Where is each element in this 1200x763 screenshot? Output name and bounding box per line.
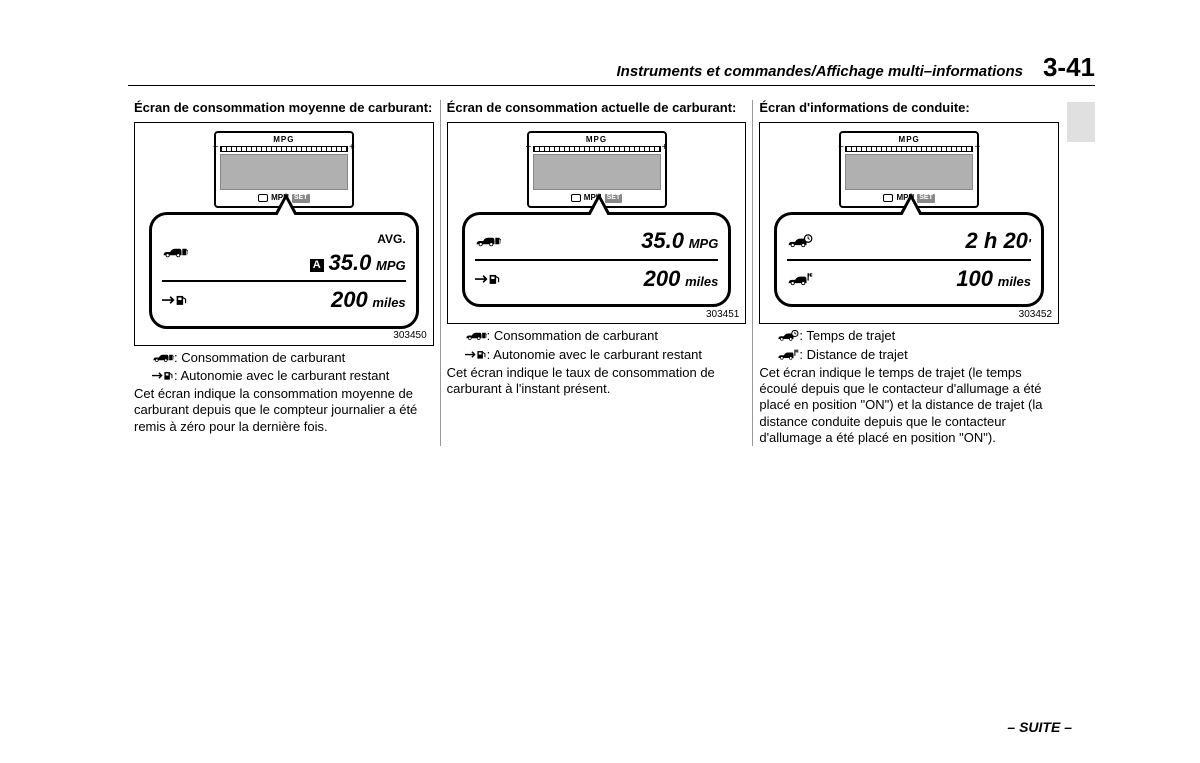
col-title: Écran de consommation moyenne de carbura… — [134, 100, 434, 116]
car-clock-icon — [787, 234, 813, 248]
readout: 2 h 20' — [819, 227, 1031, 255]
readout: AVG. A 35.0 MPG — [194, 227, 406, 276]
car-fuel-icon — [465, 330, 487, 341]
callout-row-1: 35.0 MPG — [475, 223, 719, 259]
col-title: Écran de consommation actuelle de carbur… — [447, 100, 747, 116]
page-header: Instruments et commandes/Affichage multi… — [128, 52, 1095, 86]
screen-area — [533, 154, 661, 190]
body-text: Cet écran indique le taux de consommatio… — [447, 365, 747, 398]
readout: 35.0 MPG — [507, 227, 719, 255]
page-number: 3-41 — [1043, 52, 1095, 83]
figure-id: 303450 — [393, 330, 426, 343]
legend-row: : Autonomie avec le carburant restant — [465, 347, 747, 363]
unit-label: MPG — [843, 135, 975, 145]
arrow-pump-icon — [465, 349, 487, 360]
body-text: Cet écran indique le temps de trajet (le… — [759, 365, 1059, 446]
figure-id: 303452 — [1019, 309, 1052, 322]
callout-row-1: 2 h 20' — [787, 223, 1031, 259]
legend-row: : Consommation de carburant — [465, 328, 747, 344]
readout: 200 miles — [194, 286, 406, 314]
column-trip-info: Écran d'informations de conduite: MPG MP… — [752, 100, 1065, 446]
eco-gauge-icon — [533, 146, 661, 152]
thumb-tab — [1067, 102, 1095, 142]
header-title: Instruments et commandes/Affichage multi… — [616, 63, 1022, 80]
arrow-pump-icon — [475, 272, 501, 286]
readout: 100 miles — [819, 265, 1031, 293]
screen-area — [845, 154, 973, 190]
callout-bubble: 35.0 MPG 200 miles — [462, 212, 732, 307]
callout-bubble: AVG. A 35.0 MPG 200 miles — [149, 212, 419, 328]
car-fuel-icon — [475, 234, 501, 248]
cruise-icon — [571, 194, 581, 202]
readout: 200 miles — [507, 265, 719, 293]
car-clock-icon — [777, 330, 799, 341]
car-flag-icon — [787, 272, 813, 286]
col-title: Écran d'informations de conduite: — [759, 100, 1059, 116]
figure: MPG MPH SET 2 h 20' — [759, 122, 1059, 324]
unit-label: MPG — [218, 135, 350, 145]
car-fuel-icon — [152, 352, 174, 363]
callout-row-2: 100 miles — [787, 259, 1031, 297]
unit-label: MPG — [531, 135, 663, 145]
callout-bubble: 2 h 20' 100 miles — [774, 212, 1044, 307]
arrow-pump-icon — [152, 370, 174, 381]
eco-gauge-icon — [220, 146, 348, 152]
eco-gauge-icon — [845, 146, 973, 152]
figure-id: 303451 — [706, 309, 739, 322]
legend-row: : Temps de trajet — [777, 328, 1059, 344]
callout-row-2: 200 miles — [162, 280, 406, 318]
legend-row: : Autonomie avec le carburant restant — [152, 368, 434, 384]
content-columns: Écran de consommation moyenne de carbura… — [128, 100, 1065, 446]
car-fuel-icon — [162, 245, 188, 259]
figure: MPG MPH SET AVG. A 35.0 MPG — [134, 122, 434, 345]
arrow-pump-icon — [162, 293, 188, 307]
legend-row: : Consommation de carburant — [152, 350, 434, 366]
legend-row: : Distance de trajet — [777, 347, 1059, 363]
continuation-marker: – SUITE – — [1007, 719, 1072, 735]
body-text: Cet écran indique la consommation moyenn… — [134, 386, 434, 435]
car-flag-icon — [777, 349, 799, 360]
cruise-icon — [883, 194, 893, 202]
figure: MPG MPH SET 35.0 MPG — [447, 122, 747, 324]
screen-area — [220, 154, 348, 190]
callout-row-2: 200 miles — [475, 259, 719, 297]
column-avg-fuel: Écran de consommation moyenne de carbura… — [128, 100, 440, 446]
column-current-fuel: Écran de consommation actuelle de carbur… — [440, 100, 753, 446]
cruise-icon — [258, 194, 268, 202]
callout-row-1: AVG. A 35.0 MPG — [162, 223, 406, 280]
